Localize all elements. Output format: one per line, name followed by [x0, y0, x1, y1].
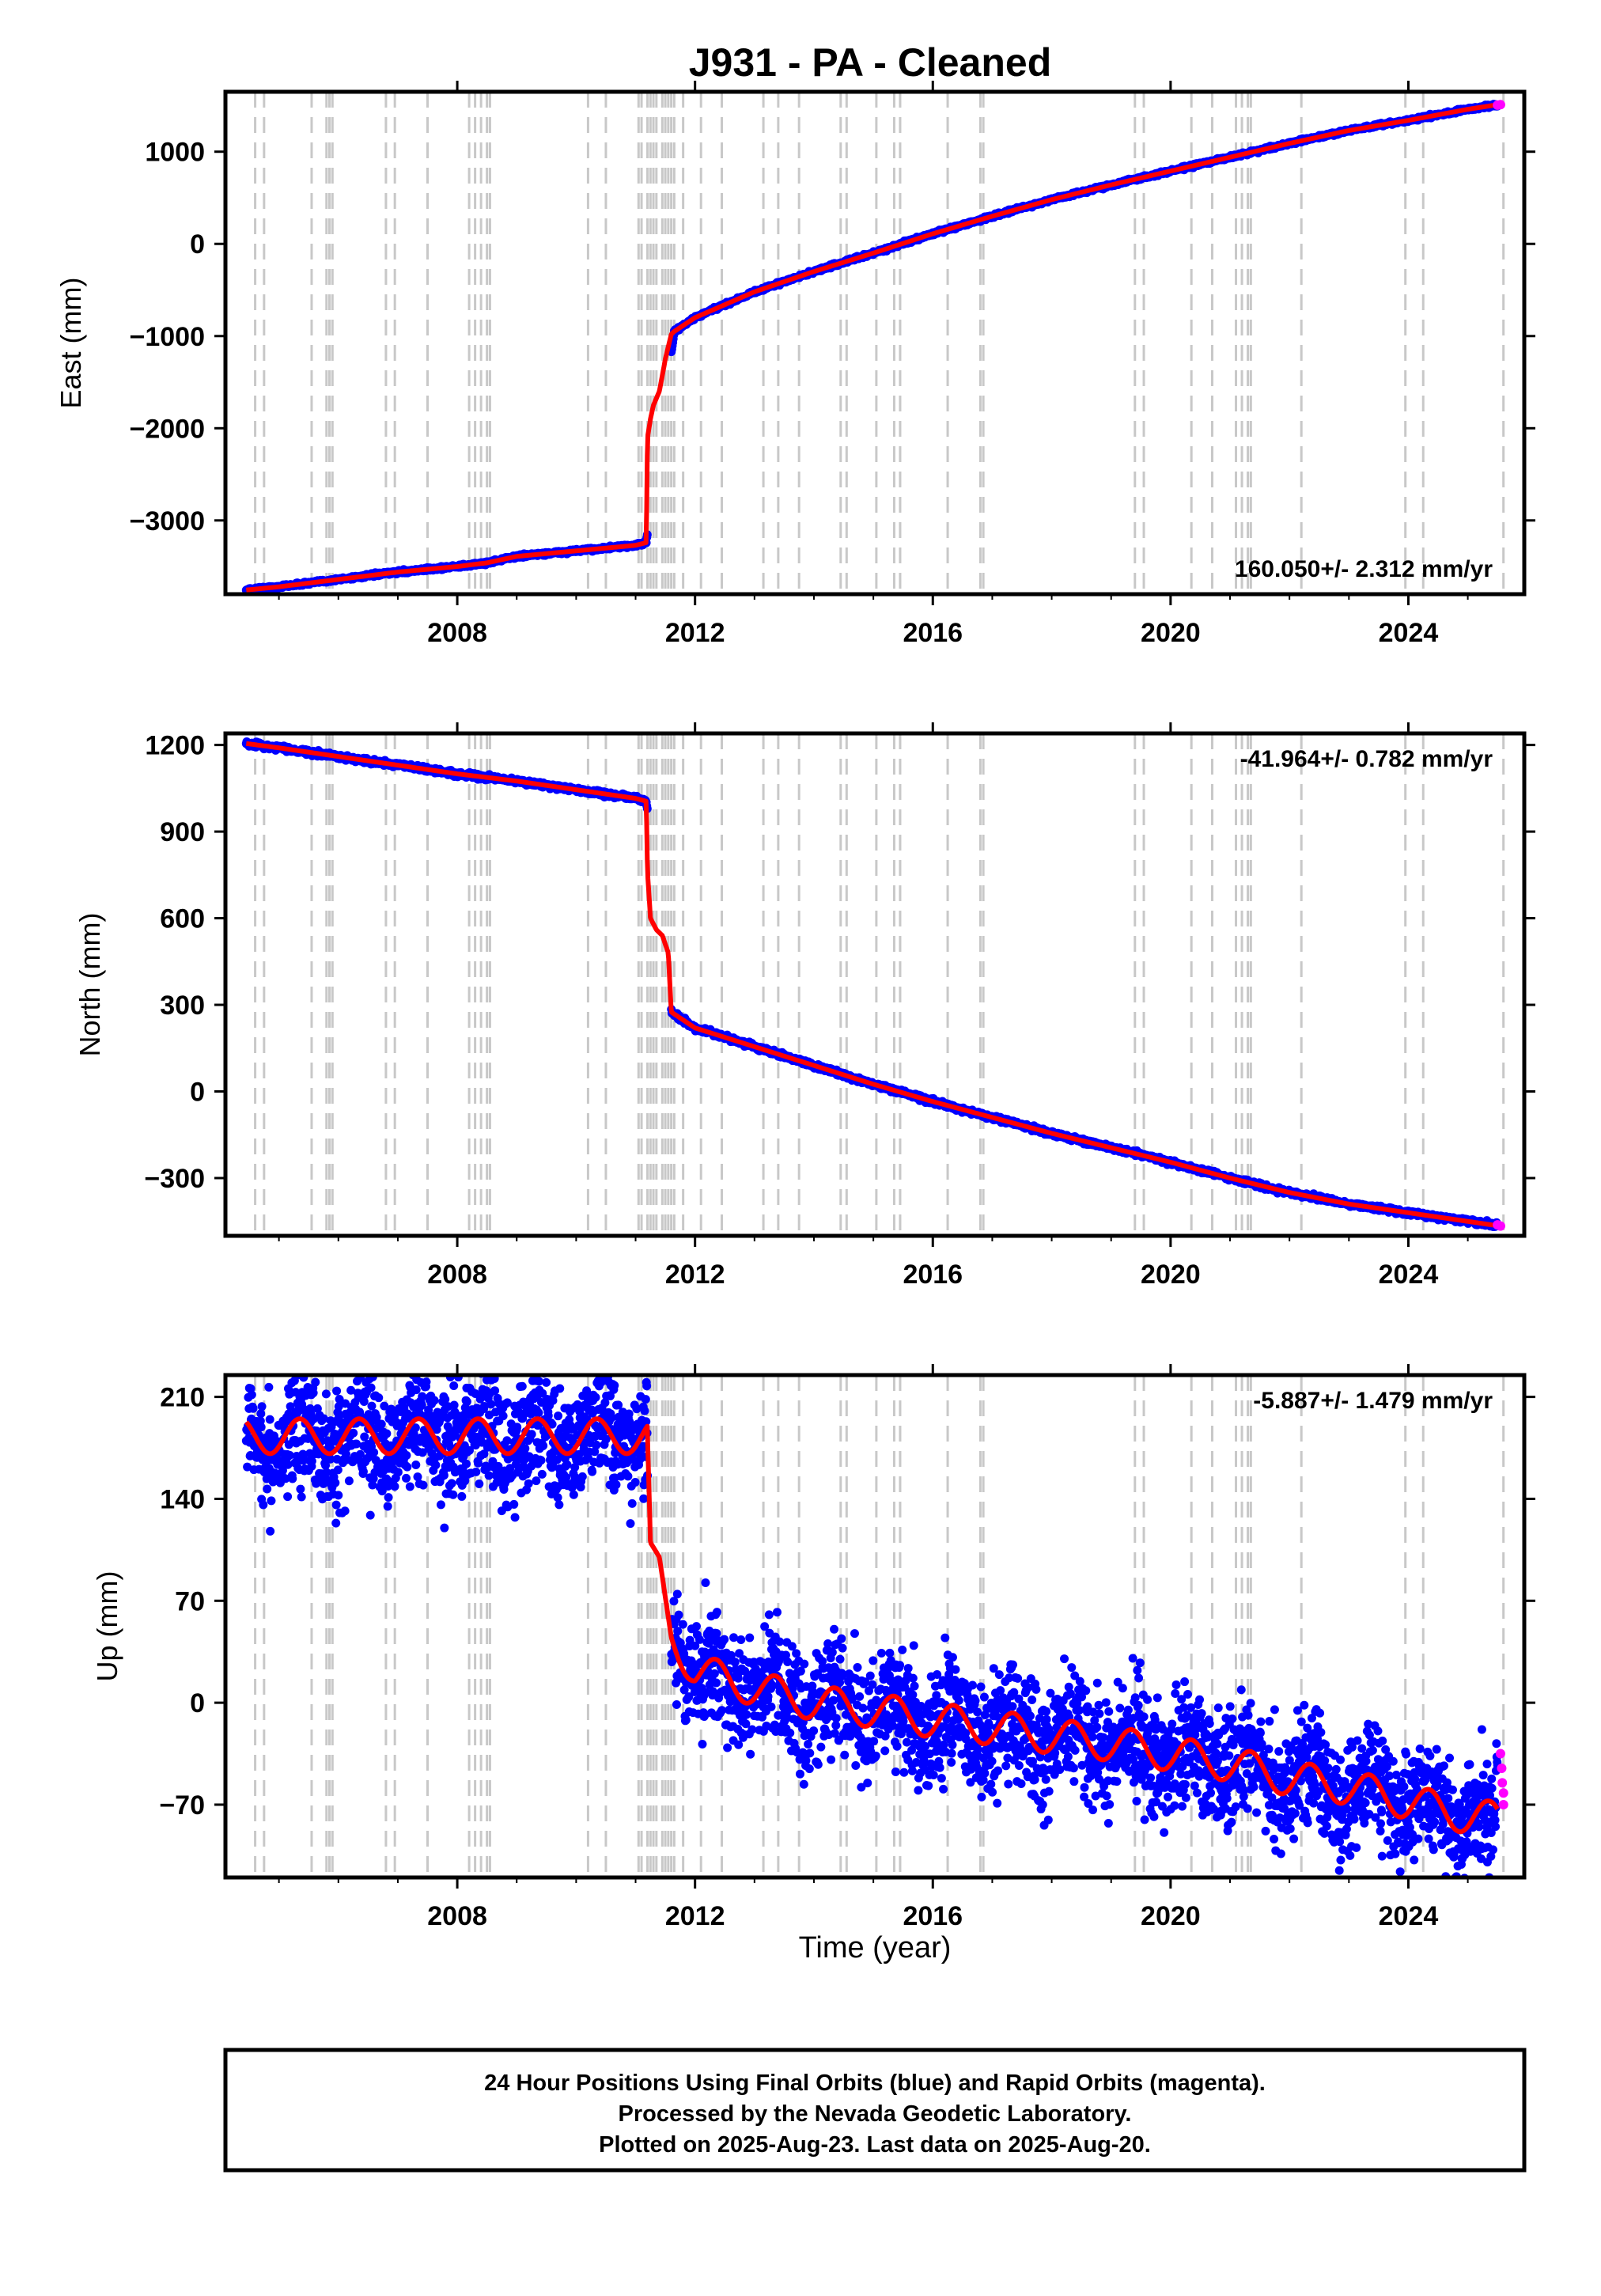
plot-area: [241, 92, 1505, 594]
rapid-point: [1495, 100, 1505, 110]
north-panel: 2008 2012 2016 2020 202412009006003000−300No…: [74, 722, 1535, 1290]
plot-area: [241, 733, 1505, 1236]
x-tick-label: 2024: [1379, 618, 1439, 648]
model-line: [244, 102, 1500, 593]
x-tick-label: 2016: [903, 618, 963, 648]
x-tick-label: 2008: [427, 618, 487, 648]
y-axis-label: East (mm): [55, 278, 87, 409]
final-orbit-points: [241, 100, 1502, 594]
figure-title: J931 - PA - Cleaned: [689, 40, 1052, 85]
y-tick-label: 0: [190, 229, 205, 260]
east-panel: 2008 2012 2016 2020 2024 1000 0 −1000 −2000 −3000…: [55, 81, 1535, 648]
y-tick-label: −1000: [130, 322, 206, 352]
rapid-orbit-points: [1493, 100, 1505, 110]
plot-frame: [223, 89, 1527, 597]
velocity-label: 160.050+/- 2.312 mm/yr: [1235, 556, 1493, 582]
x-tick-label: 2012: [665, 618, 725, 648]
y-tick-label: −3000: [130, 506, 206, 536]
y-tick-label: 1000: [145, 138, 205, 168]
final-orbit-points: [241, 737, 1502, 1232]
y-tick-label: −2000: [130, 414, 206, 444]
x-tick-label: 2020: [1141, 618, 1201, 648]
